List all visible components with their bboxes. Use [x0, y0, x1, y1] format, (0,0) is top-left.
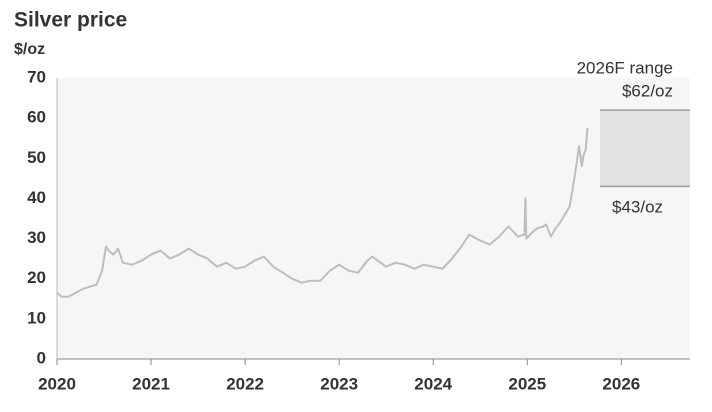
plot-area: [57, 78, 690, 359]
y-axis-label: $/oz: [14, 41, 45, 58]
y-tick-label: 20: [27, 268, 46, 287]
x-tick-label: 2024: [414, 374, 452, 393]
range-high-label: $62/oz: [622, 81, 673, 100]
x-tick-label: 2022: [226, 374, 264, 393]
x-tick-label: 2020: [38, 374, 76, 393]
x-tick-label: 2023: [320, 374, 358, 393]
y-tick-label: 40: [27, 188, 46, 207]
y-tick-label: 70: [27, 67, 46, 86]
x-tick-label: 2021: [132, 374, 170, 393]
y-tick-label: 0: [37, 348, 46, 367]
x-tick-label: 2026: [602, 374, 640, 393]
x-tick-label: 2025: [508, 374, 546, 393]
y-tick-label: 30: [27, 228, 46, 247]
y-tick-label: 60: [27, 108, 46, 127]
y-tick-label: 50: [27, 148, 46, 167]
y-tick-label: 10: [27, 308, 46, 327]
range-title: 2026F range: [577, 58, 673, 77]
price-line: [56, 128, 589, 298]
chart-title: Silver price: [14, 9, 127, 32]
range-low-label: $43/oz: [612, 197, 663, 216]
forecast-range: [600, 110, 690, 187]
